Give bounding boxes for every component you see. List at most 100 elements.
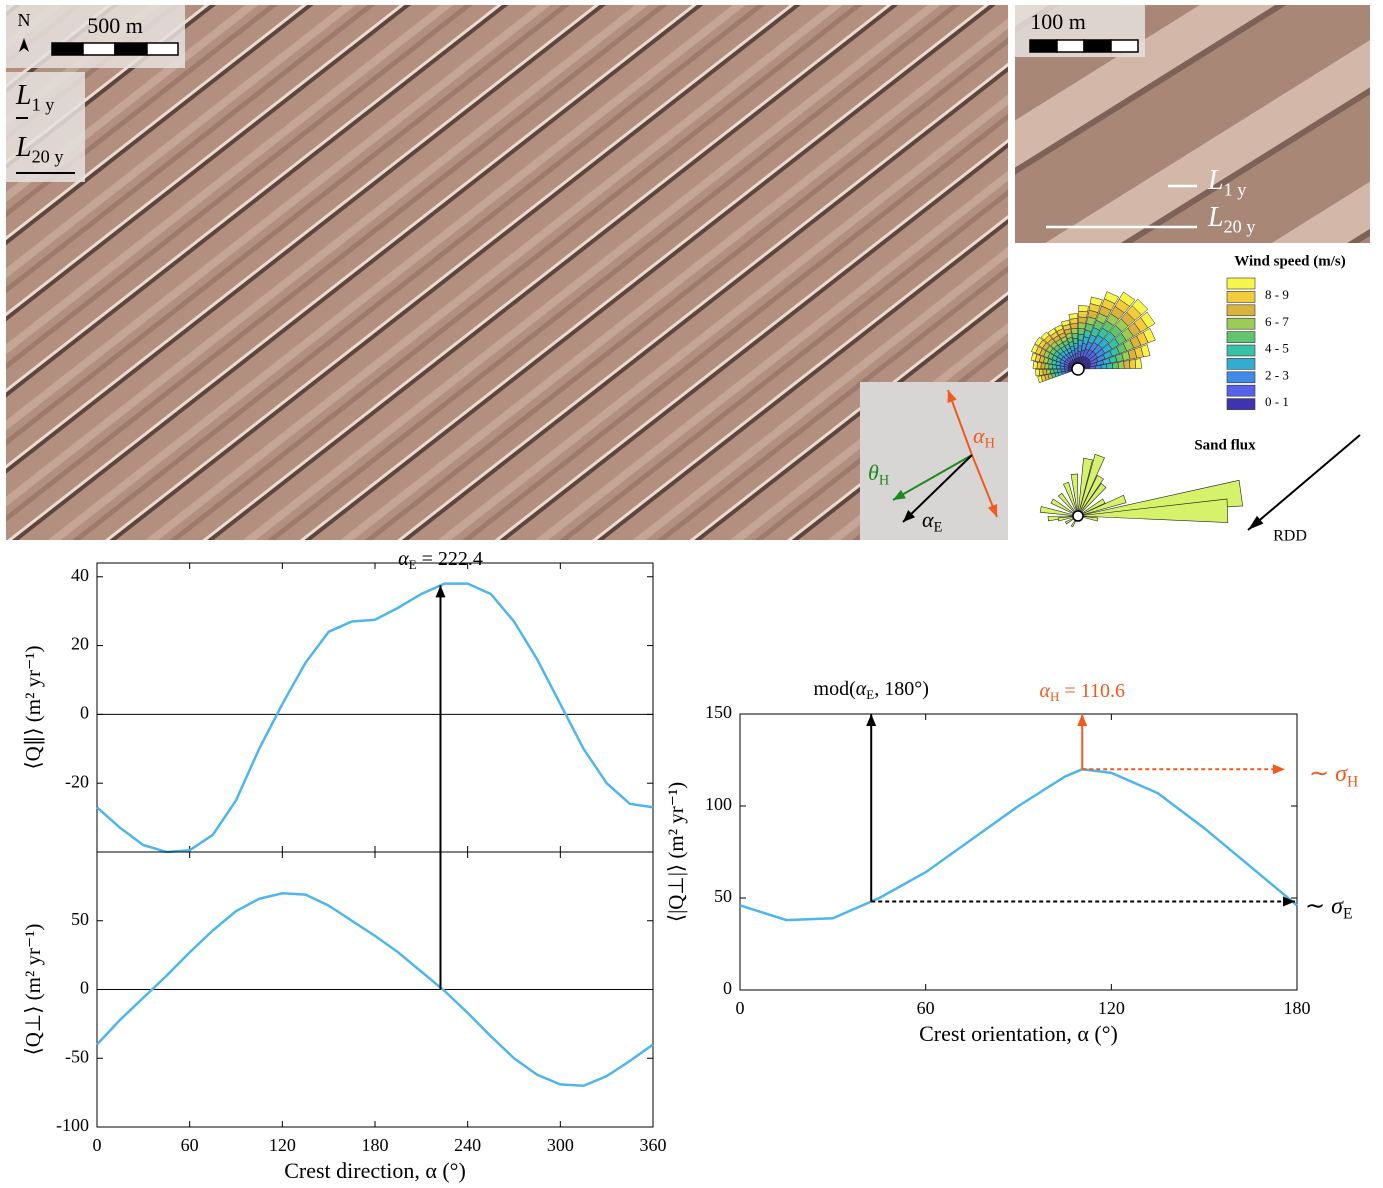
legend-swatch [1226,277,1256,290]
inset-arrow [892,454,973,501]
flux-rose-sector [1077,498,1229,523]
y-axis-label: ⟨Q∥⟩ (m² yr⁻¹) [21,645,45,769]
y-tick-label: -100 [56,1115,89,1135]
wind-rose-sector [1100,363,1108,370]
wind-rose-sector [1070,323,1078,330]
wind-rose-sector [1103,291,1120,305]
x-tick-label: 0 [93,1135,102,1155]
legend-label: 0 - 1 [1265,394,1289,409]
y-tick-label: 0 [723,978,732,998]
annotation-part: α [398,548,409,570]
wind-rose-sector [1040,331,1050,341]
inset-arrow-head [987,504,998,517]
rdd-label: RDD [1273,528,1307,545]
satellite-image [6,5,1008,540]
y-tick-label: 0 [80,703,89,723]
annotation-part: E [409,557,417,572]
wind-rose-sector [1064,368,1069,372]
wind-rose-sector [1078,316,1087,324]
x-tick-label: 120 [1098,998,1125,1018]
wind-rose-sector [1131,298,1149,316]
annotation-part: E [1343,905,1353,922]
rdd-arrow-head [1248,515,1264,530]
annotation-part: α [856,678,867,700]
length-label: L1 y [1207,165,1247,199]
legend-swatch [1226,344,1256,357]
y-tick-label: 40 [71,565,89,585]
x-axis-label: Crest direction, α (°) [284,1158,466,1183]
annotation: αE = 222.4 [398,548,483,572]
annotation-part: = 222.4 [417,548,483,570]
scale-label: 100 m [1030,9,1086,34]
length-label-part: L [1207,165,1224,196]
wind-rose-sector [1077,339,1084,347]
inset-label-part: α [922,507,934,532]
scale-bar [1029,39,1139,53]
wind-rose-sector [1061,319,1071,327]
y-tick-label: 150 [705,702,732,722]
inset-arrow-head [947,390,957,403]
length-label-part: L [15,132,32,163]
wind-rose-sector [1034,336,1044,347]
wind-rose-sector [1071,333,1078,339]
annotation-part: H [1050,689,1059,704]
flux-title: Sand flux [1194,437,1256,453]
legend-label: 2 - 3 [1265,367,1289,382]
length-label-part: 1 y [32,95,56,115]
legend-label: 8 - 9 [1265,287,1289,302]
y-tick-label: 50 [714,886,732,906]
wind-rose-sector [1118,291,1136,307]
inset-label-part: θ [868,460,879,485]
wind-rose-sector [1068,313,1078,320]
length-label-part: 20 y [1224,217,1257,237]
length-label-part: 20 y [32,147,65,167]
wind-rose-sector [1054,324,1064,332]
legend-label: 4 - 5 [1265,341,1289,356]
wind-rose-sector [1071,328,1078,335]
flux-rose-sector [1039,506,1079,517]
wind-rose-sector [1106,362,1114,369]
plot-frame [739,713,1298,991]
rose-center [1071,362,1085,376]
length-label-part: 1 y [1224,180,1248,200]
wind-rose-sector [1052,364,1057,370]
y-tick-label: 20 [71,634,89,654]
x-tick-label: 360 [640,1135,667,1155]
length-label: L20 y [1207,202,1256,236]
x-tick-label: 60 [181,1135,199,1155]
line-series [96,891,654,1088]
annotation-part: ∼ [1309,761,1335,787]
rose-center [1072,510,1084,522]
inset-arrow [902,454,973,523]
annotation: αH = 110.6 [1040,680,1125,704]
wind-rose-sector [1078,310,1088,318]
annotation: ∼ σE [1305,893,1352,922]
flux-rose-sector [1077,494,1127,517]
y-tick-label: 100 [705,794,732,814]
legend-title: Wind speed (m/s) [1234,253,1345,269]
rdd-arrow [1247,434,1361,531]
legend-swatch [1226,291,1256,303]
x-tick-label: 240 [454,1135,481,1155]
y-axis-label: ⟨Q⊥⟩ (m² yr⁻¹) [21,924,45,1056]
plot-frame [96,562,654,853]
annotation-part: mod( [814,678,857,700]
alpha-h-arrow-head [1077,714,1088,726]
x-axis-label: Crest orientation, α (°) [919,1021,1118,1046]
annotation-part: = 110.6 [1059,680,1125,702]
wind-rose-sector [1056,365,1061,370]
line-series [96,582,654,854]
length-label-part: L [1207,202,1224,233]
x-tick-label: 0 [736,998,745,1018]
wind-rose-sector [1117,361,1125,369]
inset-label: αE [922,507,943,536]
legend-swatch [1226,304,1256,317]
wind-rose-sector [1140,311,1156,329]
sigma-h-arrow-head [1273,764,1285,775]
length-label-part: L [15,80,32,111]
x-tick-label: 300 [547,1135,574,1155]
scale-box [6,5,185,68]
legend-swatch [1226,358,1256,370]
north-arrow [19,38,29,52]
wind-rose-sector [1047,327,1057,337]
